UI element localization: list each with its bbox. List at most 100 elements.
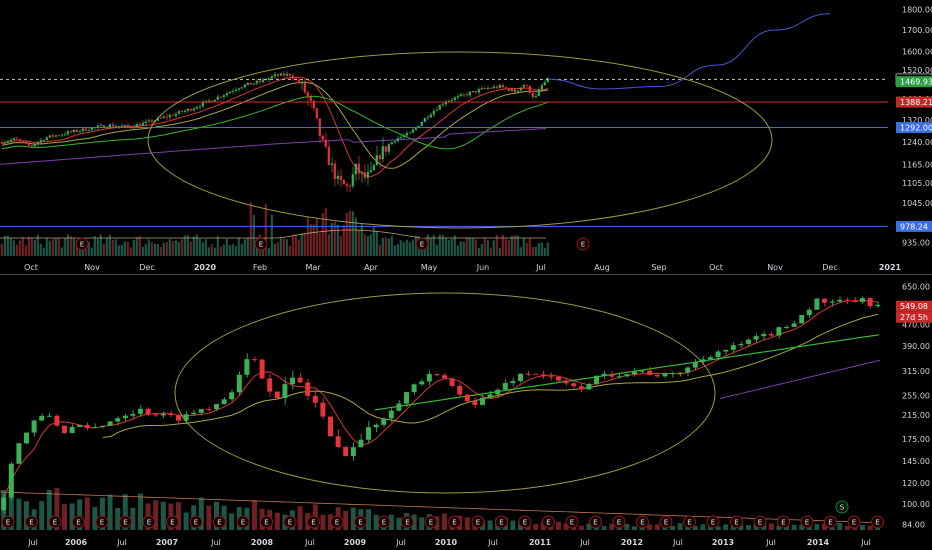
candle-body [489, 88, 492, 89]
candle-body [206, 409, 212, 411]
candle-body [875, 304, 881, 307]
earnings-marker: E [589, 515, 602, 529]
candle-body [156, 117, 159, 121]
candle-body [312, 395, 318, 403]
bottom-price-axis[interactable]: 650.00 470.00 390.00 315.00 255.00 215.00 175.… [896, 283, 932, 530]
volume-bar [844, 526, 850, 530]
candle-body [51, 135, 54, 137]
candle-body [78, 130, 81, 132]
candle-body [350, 447, 356, 457]
candle-body [24, 432, 29, 444]
candle-body [31, 420, 37, 433]
top-y-tick-label: 1240.00 [902, 138, 932, 147]
candle-body [414, 127, 417, 130]
candle-body [474, 91, 477, 93]
bottom-x-tick-label: 2011 [529, 538, 552, 547]
candle-body [141, 122, 144, 126]
volume-bar [135, 237, 138, 256]
earnings-label: E [781, 519, 785, 527]
volume-bar [144, 243, 147, 256]
bottom-y-tick-label: 315.00 [902, 367, 930, 376]
bottom-x-tick-label: Jul [765, 538, 776, 547]
projection-path-line [547, 13, 831, 90]
volume-bar [90, 247, 93, 256]
earnings-circle [142, 515, 156, 529]
volume-bar [42, 247, 45, 256]
volume-bar [123, 241, 126, 256]
bottom-x-tick-label: Jul [672, 538, 683, 547]
candle-body [507, 88, 510, 91]
candle-body [753, 336, 759, 340]
candle-body [81, 128, 84, 131]
candle-body [677, 372, 683, 374]
top-price-axis[interactable]: 1800.001700.001600.001520.001400.001320.… [895, 6, 932, 248]
bottom-x-tick-label: Jul [579, 538, 590, 547]
candle-body [480, 397, 485, 405]
earnings-label: E [311, 519, 315, 527]
candle-body [252, 359, 257, 361]
earnings-circle [95, 515, 109, 529]
earnings-label: E [358, 519, 362, 527]
volume-bar [229, 513, 235, 530]
candle-body [171, 115, 174, 116]
candle-body [426, 117, 429, 119]
volume-bar [130, 507, 136, 530]
candle-body [282, 384, 288, 399]
candle-body [191, 412, 197, 415]
volume-bar [814, 524, 820, 530]
volume-bar [480, 243, 483, 256]
candle-body [647, 370, 653, 375]
bottom-chart-panel[interactable]: E E E E E E E E E E E E E E E E E E E E E E E E E E E E E E E E E E E E E ES [0, 292, 884, 530]
volume-bar [267, 247, 270, 256]
volume-bar [822, 523, 827, 530]
candle-body [111, 124, 114, 127]
candle-body [115, 418, 121, 422]
earnings-label: E [259, 241, 263, 249]
candle-body [388, 410, 394, 419]
sma-long-line [719, 359, 881, 400]
volume-bar [324, 208, 327, 256]
dividend-circle [835, 500, 849, 514]
bottom-x-tick-label: 2006 [65, 538, 88, 547]
candle-body [75, 129, 78, 132]
volume-bar [531, 246, 534, 256]
candle-body [18, 139, 21, 141]
volume-bar [495, 235, 498, 256]
earnings-circle [119, 515, 132, 529]
volume-bar [3, 236, 6, 256]
volume-bar [306, 217, 309, 256]
bottom-x-tick-label: 2009 [344, 538, 367, 547]
volume-bar [453, 235, 456, 256]
bottom-y-tick-label: 215.00 [902, 411, 930, 420]
volume-bar [77, 499, 83, 530]
earnings-label: E [405, 519, 409, 527]
price-tag-box [896, 76, 932, 88]
candle-body [366, 427, 371, 440]
top-x-tick-label: Apr [364, 263, 379, 272]
candle-body [282, 73, 285, 76]
volume-bar [159, 246, 162, 256]
candle-body [594, 375, 599, 384]
candle-body [6, 141, 9, 143]
volume-bar [390, 235, 393, 256]
candle-body [537, 89, 540, 97]
candle-body [39, 140, 42, 143]
bottom-y-tick-label: 650.00 [902, 283, 930, 292]
highlight-ellipse [147, 51, 773, 229]
candle-body [84, 424, 90, 428]
candle-body [328, 416, 333, 437]
volume-bar [6, 235, 9, 256]
bottom-x-tick-label: 2014 [807, 538, 830, 547]
candle-body [210, 100, 213, 102]
volume-bar [465, 237, 468, 256]
candle-body [63, 134, 66, 136]
candle-body [510, 89, 513, 91]
candle-body [417, 125, 420, 128]
volume-bar [213, 247, 216, 256]
volume-bar [27, 236, 30, 256]
candle-body [404, 392, 409, 404]
candle-body [776, 327, 782, 336]
ema-mid-line [1, 81, 549, 169]
